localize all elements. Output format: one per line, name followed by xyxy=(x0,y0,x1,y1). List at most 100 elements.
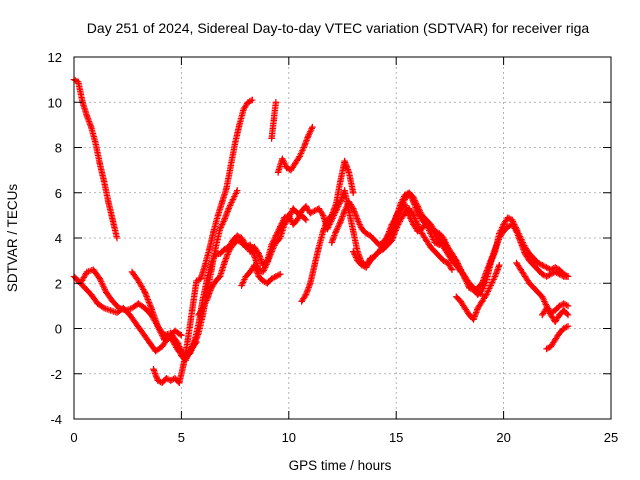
data-point xyxy=(401,209,408,217)
data-point xyxy=(90,266,97,273)
data-point xyxy=(466,311,473,319)
data-point xyxy=(298,212,305,219)
data-point xyxy=(405,205,413,212)
data-point xyxy=(206,246,213,253)
data-point xyxy=(277,271,284,278)
data-point xyxy=(186,347,194,355)
data-point xyxy=(345,198,353,205)
data-point xyxy=(332,200,340,208)
data-point xyxy=(384,234,391,242)
data-point xyxy=(440,234,447,242)
series-sat-c xyxy=(75,277,185,355)
data-point xyxy=(302,216,310,224)
data-point xyxy=(180,361,187,368)
data-point xyxy=(500,228,507,235)
data-point xyxy=(292,160,299,167)
data-point xyxy=(367,232,374,239)
data-point xyxy=(221,259,228,267)
data-point xyxy=(219,198,226,205)
data-point xyxy=(264,280,271,287)
x-axis-label: GPS time / hours xyxy=(289,458,392,473)
data-point xyxy=(435,230,443,237)
data-point xyxy=(148,304,155,312)
data-point xyxy=(214,212,222,219)
data-point xyxy=(328,239,335,246)
data-point xyxy=(444,259,451,267)
data-point xyxy=(414,221,421,228)
data-point xyxy=(281,221,288,228)
data-point xyxy=(225,248,232,255)
series-sat-q xyxy=(474,221,572,291)
data-point xyxy=(126,311,134,319)
data-point xyxy=(401,191,408,199)
data-point xyxy=(249,96,256,104)
chart-title: Day 251 of 2024, Sidereal Day-to-day VTE… xyxy=(87,20,590,36)
data-point xyxy=(242,243,250,251)
data-point xyxy=(543,304,550,312)
data-point xyxy=(154,323,161,330)
data-point xyxy=(315,243,323,251)
data-point xyxy=(229,241,237,248)
data-point xyxy=(457,266,464,273)
data-point xyxy=(337,218,344,226)
data-point xyxy=(272,99,280,106)
data-point xyxy=(268,275,275,282)
data-point xyxy=(564,323,572,330)
data-point xyxy=(255,273,262,280)
data-point xyxy=(341,207,348,215)
data-point xyxy=(105,198,112,205)
data-point xyxy=(410,194,417,201)
data-point xyxy=(496,261,503,269)
data-point xyxy=(405,189,413,196)
data-point xyxy=(444,243,451,251)
series-markers xyxy=(238,261,284,289)
y-tick-label: -4 xyxy=(50,412,62,427)
data-point xyxy=(272,239,280,246)
data-point xyxy=(508,221,516,228)
data-point xyxy=(483,291,490,298)
data-point xyxy=(423,237,430,244)
data-point xyxy=(423,216,430,224)
data-point xyxy=(453,293,460,301)
data-point xyxy=(279,155,286,163)
data-point xyxy=(96,160,103,167)
series-markers xyxy=(543,323,572,353)
data-point xyxy=(311,207,318,215)
data-point xyxy=(564,273,572,280)
data-point xyxy=(203,295,211,303)
data-point xyxy=(208,284,215,291)
data-point xyxy=(94,300,101,307)
data-point xyxy=(350,228,357,235)
data-point xyxy=(216,273,224,280)
data-point xyxy=(345,169,353,176)
data-point xyxy=(414,203,421,210)
data-point xyxy=(234,187,241,194)
data-point xyxy=(337,178,344,185)
data-point xyxy=(92,139,99,147)
series-sat-s xyxy=(539,304,572,325)
data-point xyxy=(358,225,366,233)
data-point xyxy=(504,223,512,230)
data-point xyxy=(350,248,357,255)
data-point xyxy=(448,250,456,258)
data-point xyxy=(551,336,559,344)
data-point xyxy=(328,212,335,219)
series-sat-n xyxy=(350,205,456,273)
x-tick-label: 5 xyxy=(178,430,185,445)
data-point xyxy=(487,282,494,289)
data-point xyxy=(435,252,443,260)
y-tick-label: 0 xyxy=(55,322,62,337)
data-point xyxy=(238,239,245,246)
data-point xyxy=(210,228,217,235)
data-point xyxy=(195,320,202,328)
data-point xyxy=(251,261,258,269)
data-point xyxy=(388,237,396,244)
data-point xyxy=(418,230,426,237)
data-point xyxy=(448,266,456,273)
data-point xyxy=(393,214,400,221)
series-sat-h xyxy=(195,205,310,319)
series-sat-g xyxy=(178,187,572,364)
data-point xyxy=(324,216,331,224)
data-point xyxy=(337,198,344,205)
